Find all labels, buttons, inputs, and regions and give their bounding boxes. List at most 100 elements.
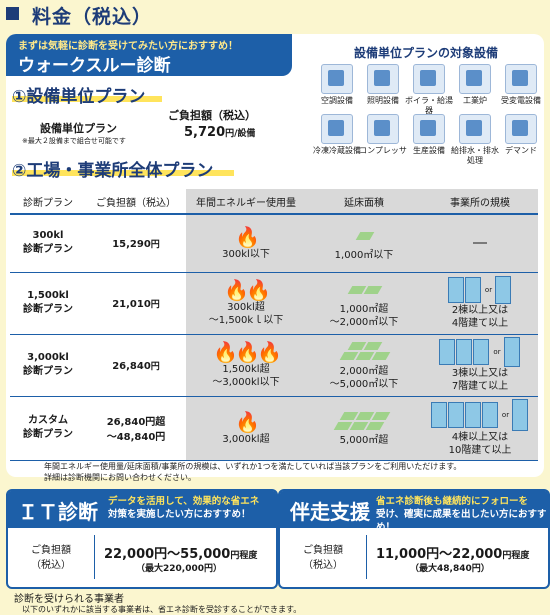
floor-tile-icon xyxy=(338,340,391,362)
monitor-icon xyxy=(505,114,537,144)
equipment-plan-name: 設備単位プラン xyxy=(40,122,117,135)
equipment-label: 受変電設備 xyxy=(501,96,541,105)
equipment-item: 生産設備 xyxy=(404,114,454,156)
plan-note: 年間エネルギー使用量/延床面積/事業所の規模は、いずれか1つを満たしていれば当該… xyxy=(44,462,462,482)
plan-name: 300kl 診断プラン xyxy=(10,214,86,273)
it-cost-label: ご負担額 （税込） xyxy=(31,545,71,571)
factory-plan-heading: ②工場・事業所全体プラン xyxy=(12,161,214,181)
support-cost-label: ご負担額 （税込） xyxy=(303,545,343,571)
floor-tile-icon xyxy=(354,224,375,246)
equipment-plan-note: ※最大２設備まで組合せ可能です xyxy=(22,137,126,145)
plan-name: 1,500kl 診断プラン xyxy=(10,272,86,335)
walkthrough-tagline: まずは気軽に診断を受けてみたい方におすすめ！ xyxy=(18,41,238,52)
equipment-cost-label: ご負担額（税込） xyxy=(168,109,256,122)
support-title: 伴走支援 xyxy=(290,500,370,524)
table-row: カスタム 診断プラン 26,840円超 ～48,840円 🔥 3,000kl超 5,0… xyxy=(10,396,538,461)
building-icon: or xyxy=(422,337,538,367)
area-cell: 1,000㎡以下 xyxy=(306,214,422,273)
energy-cell: 🔥 3,000kl超 xyxy=(186,396,306,461)
flame-icon: 🔥 xyxy=(235,224,260,249)
equipment-label: デマンド xyxy=(505,146,537,155)
equipment-label: 生産設備 xyxy=(413,146,445,155)
plan-name: カスタム 診断プラン xyxy=(10,396,86,461)
area-cell: 5,000㎡超 xyxy=(306,396,422,461)
equipment-item: 給排水・排水処理 xyxy=(450,114,500,166)
support-max-price: （最大48,840円） xyxy=(410,564,490,574)
divider xyxy=(366,535,367,579)
equipment-label: 空調設備 xyxy=(321,96,353,105)
building-icon: or xyxy=(422,276,538,304)
boiler-icon xyxy=(413,64,445,94)
equipment-plan-heading: ①設備単位プラン xyxy=(12,87,146,107)
equipment-price: 5,720円/設備 xyxy=(184,125,256,140)
factory-plan-table: 診断プラン ご負担額（税込） 年間エネルギー使用量 延床面積 事業所の規模 30… xyxy=(10,189,538,461)
furnace-icon xyxy=(459,64,491,94)
scale-cell: or 3棟以上又は 7階建て以上 xyxy=(422,334,538,397)
flame-icon: 🔥🔥🔥 xyxy=(213,340,282,364)
building-icon: or xyxy=(422,399,538,431)
it-diagnosis-title: ＩＴ診断 xyxy=(18,500,98,524)
column-header: 診断プラン xyxy=(10,189,86,215)
energy-cell: 🔥 300kl以下 xyxy=(186,214,306,273)
it-diagnosis-header: ＩＴ診断 データを活用して、効果的な省エネ 対策を実施したい方におすすめ！ xyxy=(8,491,276,528)
heading-underline xyxy=(12,96,162,102)
equipment-label: 照明設備 xyxy=(367,96,399,105)
equipment-item: 空調設備 xyxy=(312,64,362,106)
floor-tile-icon xyxy=(346,278,383,300)
footer-text: 以下のいずれかに該当する事業者は、省エネ診断を受診することができます。 xyxy=(22,605,302,614)
table-row: 3,000kl 診断プラン 26,840円 🔥🔥🔥 1,500kl超 ～3,000kl… xyxy=(10,334,538,397)
it-max-price: （最大220,000円） xyxy=(136,564,222,574)
footer-title: 診断を受けられる事業者 xyxy=(14,594,124,605)
area-cell: 2,000㎡超 ～5,000㎡以下 xyxy=(306,334,422,397)
column-header: 延床面積 xyxy=(306,189,422,215)
energy-cell: 🔥🔥🔥 1,500kl超 ～3,000kl以下 xyxy=(186,334,306,397)
equipment-item: 照明設備 xyxy=(358,64,408,106)
scale-cell: or 2棟以上又は 4階建て以上 xyxy=(422,272,538,335)
heading-underline xyxy=(12,170,234,176)
compressor-icon xyxy=(367,114,399,144)
water-faucet-icon xyxy=(459,114,491,144)
equipment-item: 受変電設備 xyxy=(496,64,546,106)
support-card: 伴走支援 省エネ診断後も継続的にフォローを 受け、確実に成果を出したい方におすす… xyxy=(278,489,550,589)
equipment-item: 工業炉 xyxy=(450,64,500,106)
scale-cell: or 4棟以上又は 10階建て以上 xyxy=(422,396,538,461)
plan-price: 26,840円超 ～48,840円 xyxy=(86,396,186,461)
walkthrough-banner: まずは気軽に診断を受けてみたい方におすすめ！ ウォークスルー診断 xyxy=(6,34,292,76)
refrigerator-icon xyxy=(321,114,353,144)
equipment-label: 給排水・排水処理 xyxy=(451,146,499,165)
equipment-item: デマンド xyxy=(496,114,546,156)
light-bulb-icon xyxy=(367,64,399,94)
it-price: 22,000円～55,000円程度 xyxy=(104,547,258,562)
air-conditioner-icon xyxy=(321,64,353,94)
area-cell: 1,000㎡超 ～2,000㎡以下 xyxy=(306,272,422,335)
equipment-label: ボイラ・給湯器 xyxy=(405,96,453,115)
it-diagnosis-card: ＩＴ診断 データを活用して、効果的な省エネ 対策を実施したい方におすすめ！ ご負… xyxy=(6,489,278,589)
title-marker xyxy=(6,7,19,20)
equipment-item: 冷凍冷蔵設備 xyxy=(312,114,362,156)
equipment-item: ボイラ・給湯器 xyxy=(404,64,454,116)
energy-cell: 🔥🔥 300kl超 ～1,500kｌ以下 xyxy=(186,272,306,335)
column-header: 事業所の規模 xyxy=(422,189,538,215)
equipment-label: 工業炉 xyxy=(463,96,487,105)
plan-price: 21,010円 xyxy=(86,272,186,335)
plan-price: 15,290円 xyxy=(86,214,186,273)
production-machine-icon xyxy=(413,114,445,144)
support-header: 伴走支援 省エネ診断後も継続的にフォローを 受け、確実に成果を出したい方におすす… xyxy=(280,491,548,533)
flame-icon: 🔥🔥 xyxy=(224,278,271,302)
table-row: 1,500kl 診断プラン 21,010円 🔥🔥 300kl超 ～1,500kｌ以下 … xyxy=(10,272,538,335)
it-diagnosis-desc: データを活用して、効果的な省エネ 対策を実施したい方におすすめ！ xyxy=(108,496,260,520)
support-desc: 省エネ診断後も継続的にフォローを 受け、確実に成果を出したい方におすすめ！ xyxy=(376,496,547,533)
substation-icon xyxy=(505,64,537,94)
page-title: 料金（税込） xyxy=(32,6,153,28)
flame-icon: 🔥 xyxy=(235,409,260,434)
target-equipment-title: 設備単位プランの対象設備 xyxy=(353,46,498,60)
floor-tile-icon xyxy=(333,409,394,431)
equipment-label: 冷凍冷蔵設備 xyxy=(313,146,361,155)
support-price: 11,000円～22,000円程度 xyxy=(376,547,530,562)
divider xyxy=(94,535,95,579)
equipment-label: コンプレッサ xyxy=(359,146,407,155)
column-header: ご負担額（税込） xyxy=(86,189,186,215)
scale-cell: ― xyxy=(422,214,538,273)
table-row: 300kl 診断プラン 15,290円 🔥 300kl以下 1,000㎡以下 ― xyxy=(10,214,538,273)
column-header: 年間エネルギー使用量 xyxy=(186,189,306,215)
